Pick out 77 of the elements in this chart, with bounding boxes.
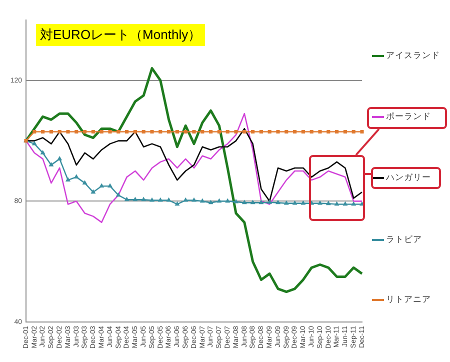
point [335, 130, 339, 134]
point [32, 130, 36, 134]
point [318, 130, 322, 134]
point [360, 130, 364, 134]
point [259, 130, 263, 134]
point [276, 130, 280, 134]
point [284, 130, 288, 134]
point [234, 130, 238, 134]
point [184, 130, 188, 134]
point [167, 130, 171, 134]
point [192, 198, 196, 202]
point [209, 130, 213, 134]
legend-label: ハンガリー [386, 172, 431, 184]
legend-label: ポーランド [386, 111, 431, 123]
legend-label: リトアニア [386, 294, 431, 306]
point [326, 201, 330, 206]
point [49, 130, 53, 134]
point [343, 202, 348, 206]
point [41, 130, 45, 134]
point [158, 130, 162, 134]
point [133, 197, 138, 202]
point [208, 200, 213, 204]
point [66, 130, 70, 134]
point [91, 130, 95, 134]
point [74, 130, 78, 134]
point [100, 130, 104, 134]
point [74, 174, 78, 178]
point [242, 200, 246, 204]
point [242, 130, 246, 134]
point [133, 130, 137, 134]
point [250, 200, 255, 204]
point [125, 130, 129, 134]
point [192, 130, 196, 134]
point [142, 130, 146, 134]
point [58, 130, 62, 134]
point [200, 198, 204, 203]
point [318, 201, 322, 205]
legend-label: ラトビア [386, 234, 422, 246]
point [217, 198, 222, 203]
point [293, 130, 297, 134]
point [226, 198, 230, 203]
point [251, 130, 255, 134]
point [116, 130, 120, 134]
point [268, 200, 272, 204]
point [142, 197, 146, 202]
point [83, 130, 87, 134]
point [301, 130, 305, 134]
point [100, 184, 104, 188]
point [326, 130, 330, 134]
point [66, 178, 70, 182]
point [276, 200, 280, 204]
point [150, 198, 154, 202]
point [200, 130, 204, 134]
text: 対EUROレート（Monthly） [36, 24, 206, 46]
point [217, 130, 221, 134]
legend-label: アイスランド [386, 50, 440, 62]
point [352, 130, 356, 134]
point [108, 130, 112, 134]
point [91, 190, 96, 194]
point [82, 180, 87, 185]
point [49, 162, 54, 166]
point [268, 130, 272, 134]
point [310, 130, 314, 134]
point [334, 202, 339, 206]
point [108, 184, 112, 188]
point [352, 202, 356, 206]
point [40, 150, 45, 154]
point [58, 156, 62, 160]
point [226, 130, 230, 134]
point [175, 202, 180, 206]
point [116, 192, 120, 197]
point [150, 130, 154, 134]
point [343, 130, 347, 134]
point [259, 200, 264, 204]
point [234, 200, 238, 204]
point [175, 130, 179, 134]
point [124, 197, 129, 202]
